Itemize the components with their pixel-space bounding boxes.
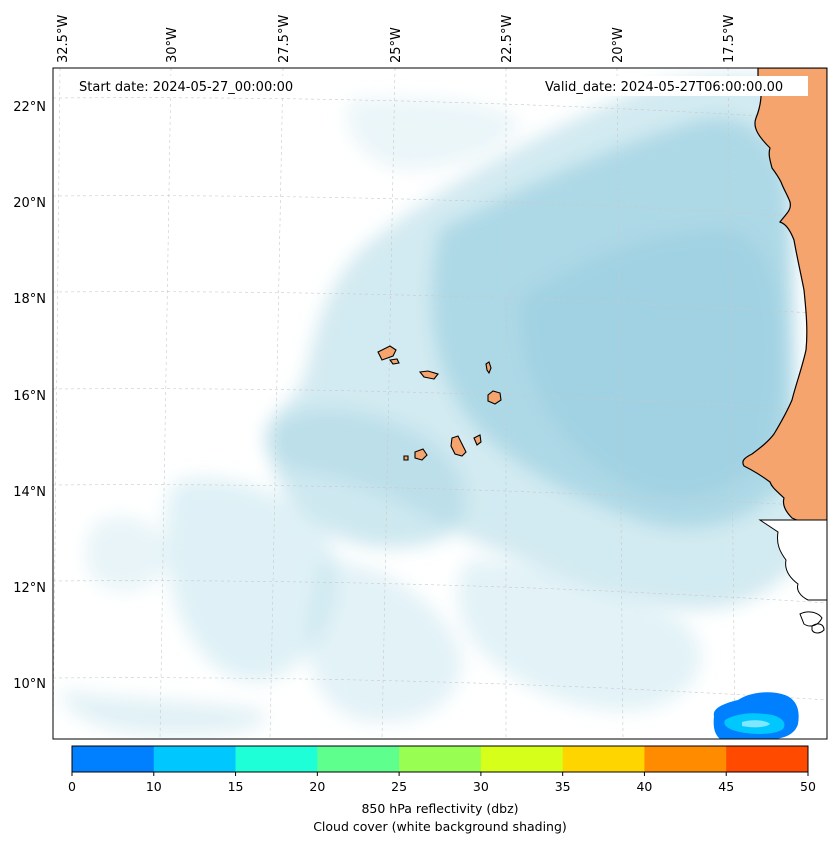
colorbar-tick-label: 25 [391,779,407,794]
map-frame [52,67,828,740]
gridlines [53,68,827,739]
colorbar-tick-label: 30 [473,779,489,794]
lon-label: 22.5°W [500,15,515,63]
map-area [53,68,827,739]
island [414,448,428,461]
island [389,358,400,365]
valid-date-box: Valid_date: 2024-05-27T06:00:00.00 [537,76,808,96]
cloud-cover-shading [60,75,800,735]
colorbar-tick-label: 45 [718,779,734,794]
lat-label: 12°N [13,581,46,596]
colorbar-caption-line1: 850 hPa reflectivity (dbz) [361,801,518,816]
colorbar-segment [153,746,237,772]
reflectivity-area [713,692,799,739]
lon-label: 30°W [165,27,180,63]
colorbar-tick-label: 20 [309,779,325,794]
colorbar-segment [726,746,809,772]
colorbar-tick-label: 0 [68,779,76,794]
lat-label: 22°N [13,100,46,115]
colorbar: 0 10 15 20 25 30 35 40 45 50 [68,745,816,794]
lat-label: 10°N [13,677,46,692]
colorbar-segment [562,746,645,772]
colorbar-tick-label: 35 [555,779,571,794]
colorbar-segment [72,746,155,772]
colorbar-caption-line2: Cloud cover (white background shading) [313,819,567,834]
colorbar-tick-label: 50 [800,779,816,794]
colorbar-segment [480,746,564,772]
lat-label: 18°N [13,292,46,307]
colorbar-segment [644,746,727,772]
colorbar-tick-label: 15 [228,779,244,794]
island [450,435,467,457]
lat-label: 14°N [13,485,46,500]
land-africa [742,68,827,634]
lon-label: 27.5°W [277,15,292,63]
colorbar-segment [317,746,400,772]
island [403,455,409,461]
island [418,370,439,380]
lon-label: 32.5°W [56,15,71,63]
colorbar-border [71,745,809,773]
lat-label: 20°N [13,196,46,211]
colorbar-segment [235,746,318,772]
latitude-labels: 22°N 20°N 18°N 16°N 14°N 12°N 10°N [13,100,46,692]
lon-label: 25°W [389,27,404,63]
start-date-label: Start date: 2024-05-27_00:00:00 [79,80,293,95]
island [377,345,397,361]
lon-label: 20°W [611,27,626,63]
valid-date-label: Valid_date: 2024-05-27T06:00:00.00 [545,80,783,95]
island [485,361,492,375]
longitude-labels: 32.5°W 30°W 27.5°W 25°W 22.5°W 20°W 17.5… [56,15,737,63]
island [473,434,482,446]
lon-label: 17.5°W [722,15,737,63]
island [487,390,502,405]
colorbar-tick-label: 40 [636,779,652,794]
colorbar-segment [399,746,482,772]
lat-label: 16°N [13,389,46,404]
colorbar-tick-label: 10 [146,779,162,794]
cape-verde-islands [377,345,502,461]
start-date-box: Start date: 2024-05-27_00:00:00 [72,76,318,96]
